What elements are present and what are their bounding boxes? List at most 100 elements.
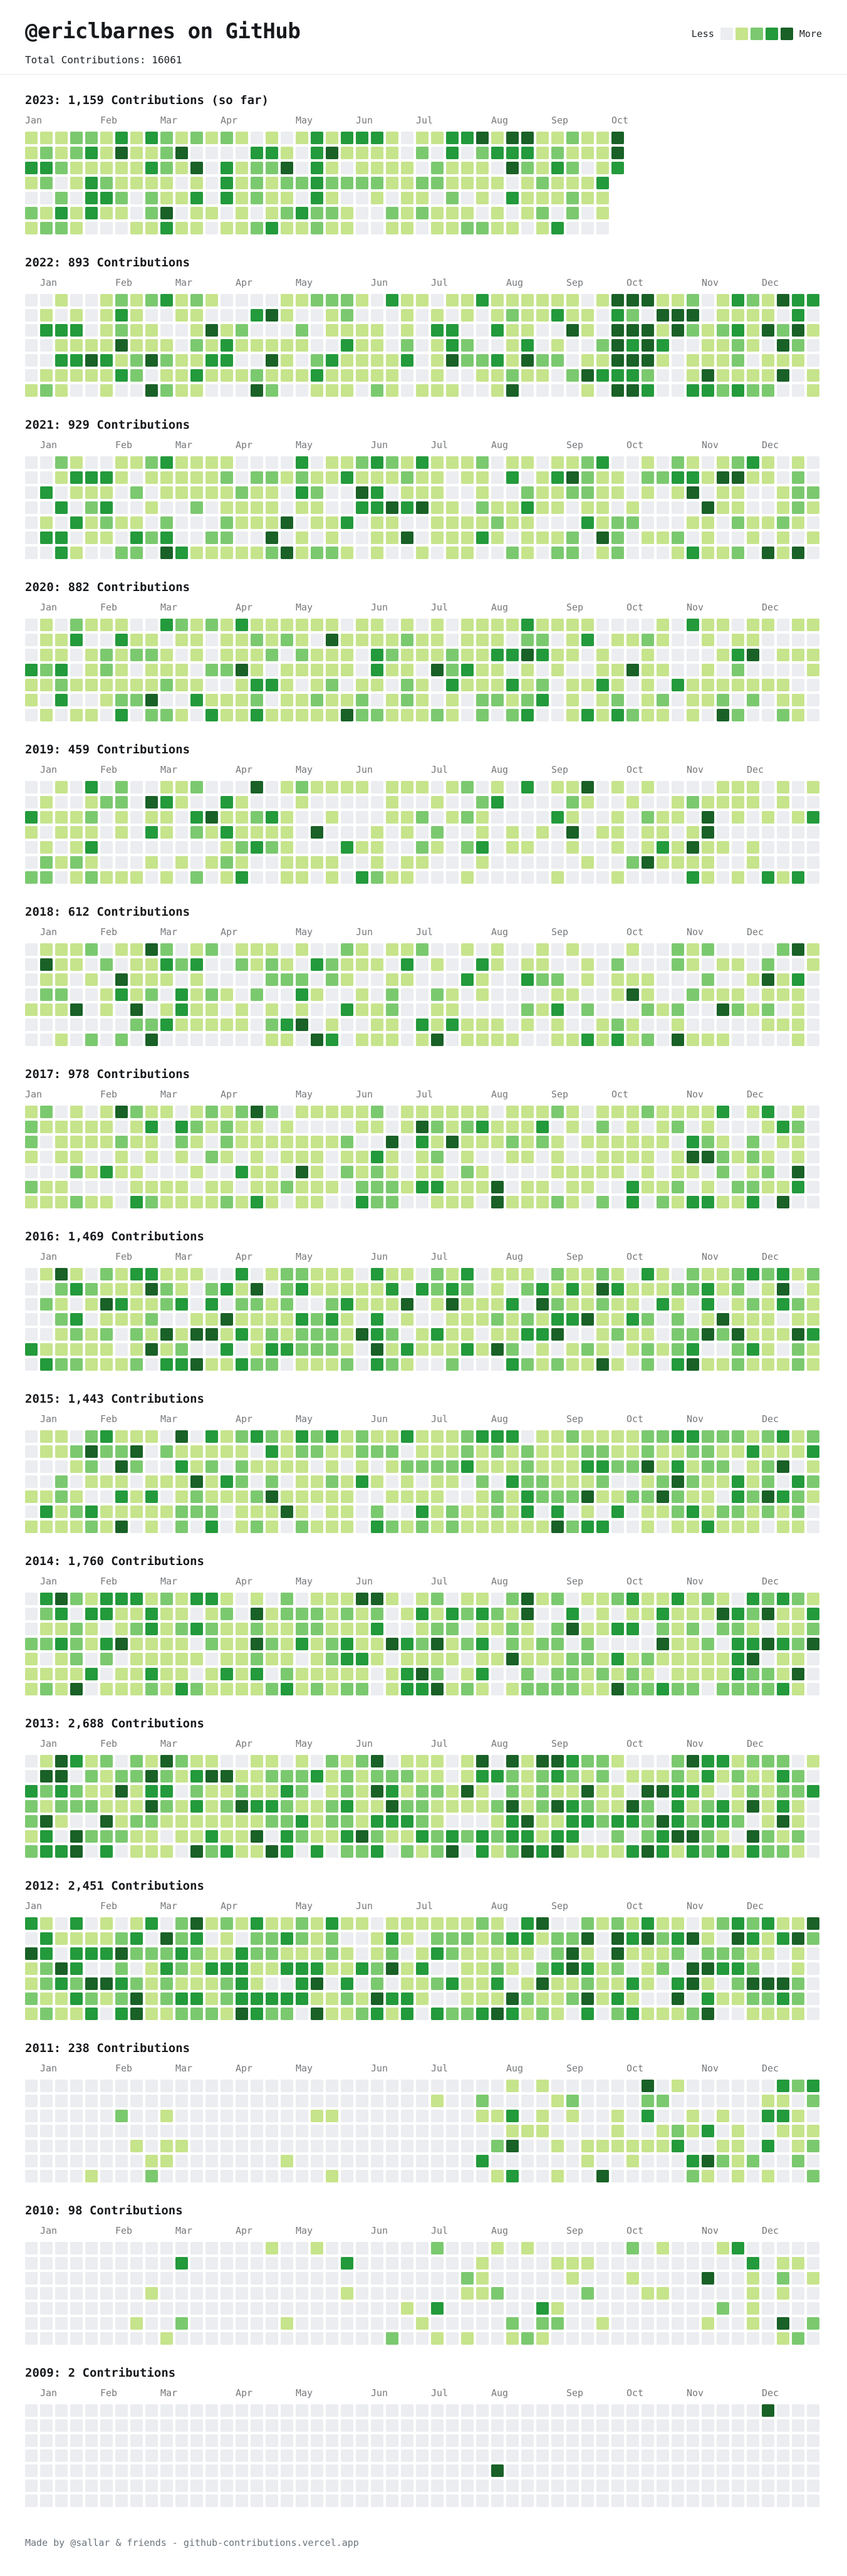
- day-cell[interactable]: [281, 709, 293, 721]
- day-cell[interactable]: [55, 1121, 68, 1133]
- day-cell[interactable]: [642, 1018, 654, 1031]
- day-cell[interactable]: [40, 709, 53, 721]
- day-cell[interactable]: [461, 1181, 474, 1193]
- day-cell[interactable]: [160, 1034, 173, 1046]
- day-cell[interactable]: [596, 1003, 609, 1016]
- day-cell[interactable]: [386, 1800, 398, 1813]
- day-cell[interactable]: [130, 192, 143, 204]
- day-cell[interactable]: [596, 619, 609, 631]
- day-cell[interactable]: [506, 694, 519, 706]
- day-cell[interactable]: [747, 1653, 759, 1665]
- day-cell[interactable]: [506, 1003, 519, 1016]
- day-cell[interactable]: [371, 1623, 383, 1635]
- day-cell[interactable]: [611, 1845, 624, 1858]
- day-cell[interactable]: [251, 1770, 263, 1783]
- day-cell[interactable]: [702, 1490, 714, 1503]
- day-cell[interactable]: [596, 1196, 609, 1208]
- day-cell[interactable]: [70, 988, 83, 1001]
- day-cell[interactable]: [446, 1430, 459, 1443]
- day-cell[interactable]: [792, 1593, 804, 1605]
- day-cell[interactable]: [281, 1475, 293, 1488]
- day-cell[interactable]: [807, 1521, 819, 1533]
- day-cell[interactable]: [175, 2008, 188, 2020]
- day-cell[interactable]: [491, 1521, 504, 1533]
- day-cell[interactable]: [205, 988, 218, 1001]
- day-cell[interactable]: [115, 634, 128, 646]
- day-cell[interactable]: [251, 1475, 263, 1488]
- day-cell[interactable]: [205, 162, 218, 174]
- day-cell[interactable]: [687, 709, 699, 721]
- day-cell[interactable]: [807, 943, 819, 956]
- day-cell[interactable]: [266, 1018, 278, 1031]
- day-cell[interactable]: [311, 1358, 323, 1371]
- day-cell[interactable]: [777, 796, 789, 809]
- day-cell[interactable]: [416, 1430, 429, 1443]
- day-cell[interactable]: [205, 1460, 218, 1473]
- day-cell[interactable]: [221, 531, 233, 544]
- day-cell[interactable]: [341, 147, 353, 159]
- day-cell[interactable]: [371, 781, 383, 793]
- day-cell[interactable]: [416, 501, 429, 514]
- day-cell[interactable]: [85, 531, 98, 544]
- day-cell[interactable]: [506, 354, 519, 367]
- day-cell[interactable]: [251, 1815, 263, 1828]
- day-cell[interactable]: [551, 132, 564, 144]
- day-cell[interactable]: [145, 694, 158, 706]
- day-cell[interactable]: [55, 619, 68, 631]
- day-cell[interactable]: [281, 679, 293, 691]
- day-cell[interactable]: [356, 943, 368, 956]
- day-cell[interactable]: [371, 207, 383, 219]
- day-cell[interactable]: [461, 207, 474, 219]
- day-cell[interactable]: [311, 1181, 323, 1193]
- day-cell[interactable]: [326, 811, 338, 824]
- day-cell[interactable]: [371, 294, 383, 306]
- day-cell[interactable]: [221, 547, 233, 559]
- day-cell[interactable]: [431, 222, 444, 234]
- day-cell[interactable]: [551, 384, 564, 397]
- day-cell[interactable]: [371, 856, 383, 869]
- day-cell[interactable]: [25, 1977, 38, 1990]
- day-cell[interactable]: [85, 162, 98, 174]
- day-cell[interactable]: [326, 871, 338, 884]
- day-cell[interactable]: [281, 1917, 293, 1930]
- day-cell[interactable]: [401, 1003, 413, 1016]
- day-cell[interactable]: [566, 339, 579, 352]
- day-cell[interactable]: [70, 958, 83, 971]
- day-cell[interactable]: [221, 207, 233, 219]
- day-cell[interactable]: [461, 456, 474, 469]
- day-cell[interactable]: [236, 811, 248, 824]
- day-cell[interactable]: [581, 619, 594, 631]
- day-cell[interactable]: [521, 516, 534, 529]
- day-cell[interactable]: [311, 634, 323, 646]
- day-cell[interactable]: [251, 1136, 263, 1148]
- day-cell[interactable]: [175, 781, 188, 793]
- day-cell[interactable]: [807, 1196, 819, 1208]
- day-cell[interactable]: [371, 1003, 383, 1016]
- day-cell[interactable]: [115, 841, 128, 854]
- day-cell[interactable]: [205, 619, 218, 631]
- day-cell[interactable]: [506, 132, 519, 144]
- day-cell[interactable]: [506, 1593, 519, 1605]
- day-cell[interactable]: [341, 547, 353, 559]
- day-cell[interactable]: [626, 796, 639, 809]
- day-cell[interactable]: [296, 1181, 308, 1193]
- day-cell[interactable]: [672, 1668, 684, 1680]
- day-cell[interactable]: [130, 973, 143, 986]
- day-cell[interactable]: [251, 1106, 263, 1118]
- day-cell[interactable]: [40, 1593, 53, 1605]
- day-cell[interactable]: [356, 1490, 368, 1503]
- day-cell[interactable]: [341, 871, 353, 884]
- day-cell[interactable]: [611, 1358, 624, 1371]
- day-cell[interactable]: [281, 1992, 293, 2005]
- day-cell[interactable]: [446, 1460, 459, 1473]
- day-cell[interactable]: [190, 384, 203, 397]
- day-cell[interactable]: [702, 634, 714, 646]
- day-cell[interactable]: [732, 1800, 744, 1813]
- day-cell[interactable]: [205, 1475, 218, 1488]
- day-cell[interactable]: [687, 1034, 699, 1046]
- day-cell[interactable]: [266, 709, 278, 721]
- day-cell[interactable]: [506, 207, 519, 219]
- day-cell[interactable]: [130, 664, 143, 676]
- day-cell[interactable]: [431, 471, 444, 484]
- day-cell[interactable]: [130, 531, 143, 544]
